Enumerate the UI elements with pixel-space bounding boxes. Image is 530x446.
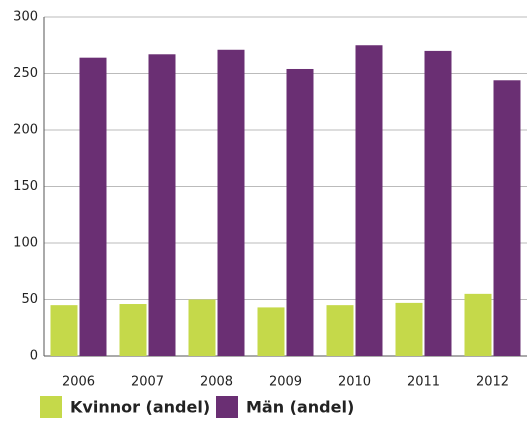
bar <box>50 305 78 356</box>
bar <box>286 68 314 356</box>
y-tick-label: 100 <box>13 236 38 251</box>
x-tick-label: 2009 <box>269 375 302 390</box>
y-tick-label: 0 <box>30 349 38 364</box>
bar <box>188 299 216 356</box>
bar <box>257 307 285 356</box>
x-tick-label: 2011 <box>407 375 440 390</box>
y-tick-label: 150 <box>13 179 38 194</box>
bar <box>355 45 383 356</box>
bar <box>79 57 107 357</box>
bar <box>119 304 147 356</box>
y-tick-label: 300 <box>13 10 38 25</box>
bar <box>493 80 521 356</box>
legend-swatch <box>40 396 62 418</box>
bar <box>217 49 245 357</box>
bar <box>464 293 492 356</box>
x-tick-label: 2008 <box>200 375 233 390</box>
y-tick-label: 200 <box>13 123 38 138</box>
x-tick-label: 2012 <box>476 375 509 390</box>
y-tick-label: 50 <box>21 292 38 307</box>
legend-swatch <box>216 396 238 418</box>
bar <box>424 50 452 357</box>
x-tick-label: 2010 <box>338 375 371 390</box>
x-tick-label: 2006 <box>62 375 95 390</box>
bar <box>395 302 423 356</box>
legend-label: Kvinnor (andel) <box>70 398 210 417</box>
legend-label: Män (andel) <box>246 398 354 417</box>
bar <box>148 54 176 356</box>
y-tick-label: 250 <box>13 66 38 81</box>
bar <box>326 305 354 356</box>
x-tick-label: 2007 <box>131 375 164 390</box>
